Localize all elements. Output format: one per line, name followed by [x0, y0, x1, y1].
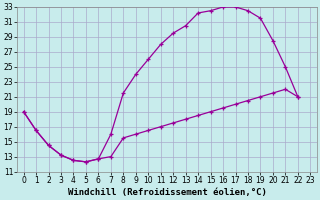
X-axis label: Windchill (Refroidissement éolien,°C): Windchill (Refroidissement éolien,°C) [68, 188, 266, 197]
